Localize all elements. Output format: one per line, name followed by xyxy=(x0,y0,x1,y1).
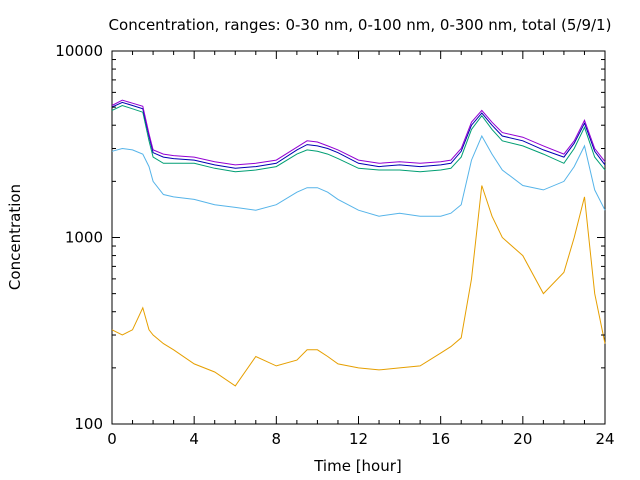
x-tick-label: 4 xyxy=(189,430,199,448)
series-line-4 xyxy=(111,101,606,169)
series-line-5 xyxy=(111,99,606,166)
series-line-1 xyxy=(111,185,606,387)
series-line-2 xyxy=(111,134,606,217)
tick-layer: 0 4 8 12 16 20 24 100 1000 10000 xyxy=(55,42,614,448)
series-line-3 xyxy=(111,104,606,173)
chart-title: Concentration, ranges: 0-30 nm, 0-100 nm… xyxy=(109,16,612,34)
y-tick-label: 1000 xyxy=(65,229,103,247)
x-tick-label: 20 xyxy=(513,430,532,448)
x-tick-label: 24 xyxy=(595,430,614,448)
y-tick-label: 100 xyxy=(74,415,103,433)
x-tick-label: 16 xyxy=(431,430,450,448)
x-axis-label: Time [hour] xyxy=(313,457,402,475)
x-tick-label: 0 xyxy=(107,430,117,448)
y-tick-label: 10000 xyxy=(55,42,103,60)
series-layer xyxy=(111,99,606,387)
x-tick-label: 12 xyxy=(349,430,368,448)
y-axis-label: Concentration xyxy=(6,184,24,290)
x-tick-label: 8 xyxy=(272,430,282,448)
